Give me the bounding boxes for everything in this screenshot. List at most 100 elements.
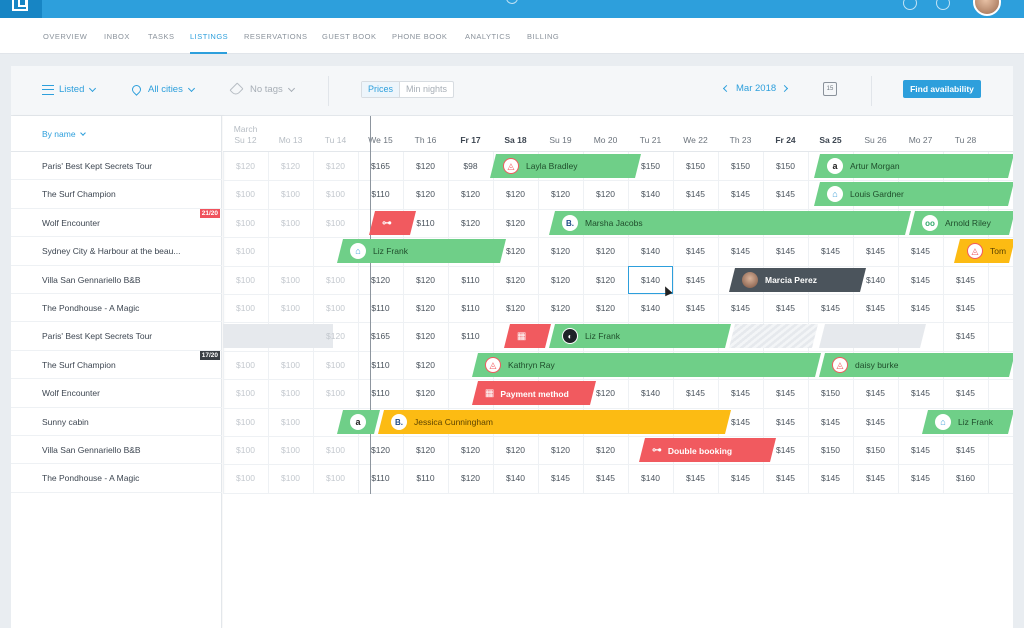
- price-cell[interactable]: $100: [236, 303, 255, 313]
- price-cell[interactable]: $100: [326, 303, 345, 313]
- price-cell[interactable]: $165: [371, 331, 390, 342]
- search-icon[interactable]: [506, 0, 518, 4]
- price-cell[interactable]: $145: [866, 416, 885, 427]
- price-cell[interactable]: $100: [326, 359, 345, 370]
- price-cell[interactable]: $100: [236, 473, 255, 484]
- price-cell[interactable]: $120: [416, 445, 435, 455]
- tab-reservations[interactable]: RESERVATIONS: [244, 32, 308, 41]
- price-cell[interactable]: $120: [596, 303, 615, 313]
- price-cell[interactable]: $145: [731, 416, 750, 427]
- globe-icon[interactable]: [936, 0, 950, 10]
- booking-bar[interactable]: ⊶: [368, 210, 416, 235]
- price-cell[interactable]: $145: [686, 246, 705, 257]
- price-cell[interactable]: $100: [326, 473, 345, 484]
- listing-row[interactable]: Paris' Best Kept Secrets Tour: [11, 152, 222, 181]
- price-cell[interactable]: $100: [281, 274, 300, 285]
- price-cell[interactable]: $120: [506, 445, 525, 455]
- price-cell[interactable]: $145: [551, 473, 570, 484]
- price-cell[interactable]: $120: [371, 445, 390, 455]
- prev-month-icon[interactable]: [722, 84, 731, 93]
- price-cell[interactable]: $100: [281, 388, 300, 399]
- price-cell[interactable]: $100: [236, 388, 255, 399]
- price-cell[interactable]: $120: [596, 274, 615, 285]
- price-cell[interactable]: $120: [461, 473, 480, 484]
- booking-bar[interactable]: a: [337, 409, 380, 434]
- app-logo[interactable]: [0, 0, 42, 18]
- listed-filter[interactable]: Listed: [42, 84, 97, 95]
- booking-bar[interactable]: B. Marsha Jacobs: [548, 210, 911, 235]
- listing-row[interactable]: Wolf Encounter: [11, 379, 222, 408]
- price-cell[interactable]: $140: [641, 303, 660, 313]
- price-cell[interactable]: $120: [416, 388, 435, 399]
- price-cell[interactable]: $120: [551, 246, 570, 257]
- price-cell[interactable]: $145: [776, 388, 795, 399]
- listing-row[interactable]: Villa San Gennariello B&B: [11, 266, 222, 294]
- tab-analytics[interactable]: ANALYTICS: [465, 32, 511, 41]
- price-cell[interactable]: $145: [866, 473, 885, 484]
- price-cell[interactable]: $110: [416, 217, 435, 228]
- price-cell[interactable]: $165: [371, 161, 390, 171]
- listing-row[interactable]: The Pondhouse - A Magic: [11, 464, 222, 493]
- price-cell[interactable]: $120: [506, 274, 525, 285]
- price-cell[interactable]: $120: [416, 331, 435, 342]
- price-cell[interactable]: $140: [506, 473, 525, 484]
- price-cell[interactable]: $110: [461, 274, 480, 285]
- listing-row[interactable]: Wolf Encounter 21/20: [11, 208, 222, 238]
- city-filter[interactable]: All cities: [130, 83, 195, 96]
- price-cell[interactable]: $100: [326, 189, 345, 200]
- tag-filter[interactable]: No tags: [229, 82, 295, 97]
- price-cell[interactable]: $100: [326, 445, 345, 455]
- price-cell[interactable]: $100: [281, 189, 300, 200]
- price-cell[interactable]: $120: [506, 189, 525, 200]
- next-month-icon[interactable]: [781, 84, 789, 93]
- price-cell[interactable]: $120: [506, 246, 525, 257]
- price-cell[interactable]: $140: [641, 388, 660, 399]
- selected-cell[interactable]: [628, 265, 673, 294]
- tab-phone-book[interactable]: PHONE BOOK: [392, 32, 448, 41]
- price-cell[interactable]: $110: [371, 303, 390, 313]
- min-nights-toggle[interactable]: Min nights: [406, 84, 448, 94]
- booking-bar[interactable]: ▦ Payment method: [472, 381, 596, 406]
- price-cell[interactable]: $145: [776, 473, 795, 484]
- price-cell[interactable]: $145: [911, 303, 930, 313]
- price-cell[interactable]: $145: [911, 246, 930, 257]
- listing-row[interactable]: Sunny cabin: [11, 408, 222, 436]
- booking-bar[interactable]: ⌂ Louis Gardner: [814, 182, 1013, 207]
- price-cell[interactable]: $100: [236, 217, 255, 228]
- price-cell[interactable]: $145: [956, 445, 975, 455]
- price-cell[interactable]: $140: [641, 473, 660, 484]
- price-cell[interactable]: $150: [866, 445, 885, 455]
- booking-bar[interactable]: ⌂ Liz Frank: [922, 409, 1013, 434]
- price-cell[interactable]: $100: [281, 217, 300, 228]
- price-cell[interactable]: $110: [416, 473, 435, 484]
- price-cell[interactable]: $150: [686, 161, 705, 171]
- price-cell[interactable]: $120: [551, 303, 570, 313]
- booking-bar[interactable]: Marcia Perez: [728, 267, 866, 292]
- price-cell[interactable]: $120: [596, 445, 615, 455]
- price-cell[interactable]: $145: [821, 303, 840, 313]
- price-cell[interactable]: $120: [551, 274, 570, 285]
- price-cell[interactable]: $145: [776, 445, 795, 455]
- price-cell[interactable]: $120: [236, 161, 255, 171]
- price-cell[interactable]: $100: [281, 359, 300, 370]
- price-cell[interactable]: $150: [821, 388, 840, 399]
- price-cell[interactable]: $100: [236, 416, 255, 427]
- price-cell[interactable]: $145: [731, 388, 750, 399]
- price-cell[interactable]: $120: [371, 274, 390, 285]
- price-cell[interactable]: $110: [461, 303, 480, 313]
- price-cell[interactable]: $150: [731, 161, 750, 171]
- price-cell[interactable]: $120: [596, 246, 615, 257]
- price-cell[interactable]: $145: [911, 274, 930, 285]
- booking-bar[interactable]: a Artur Morgan: [814, 154, 1013, 178]
- price-cell[interactable]: $110: [461, 331, 480, 342]
- price-cell[interactable]: $145: [866, 246, 885, 257]
- tab-inbox[interactable]: INBOX: [104, 32, 130, 41]
- price-cell[interactable]: $145: [596, 473, 615, 484]
- price-cell[interactable]: $100: [326, 217, 345, 228]
- tab-guest-book[interactable]: GUEST BOOK: [322, 32, 377, 41]
- booking-bar[interactable]: ◬ Kathryn Ray: [472, 352, 821, 377]
- tab-billing[interactable]: BILLING: [527, 32, 560, 41]
- price-cell[interactable]: $120: [326, 331, 345, 342]
- price-cell[interactable]: $145: [956, 331, 975, 342]
- price-cell[interactable]: $100: [281, 303, 300, 313]
